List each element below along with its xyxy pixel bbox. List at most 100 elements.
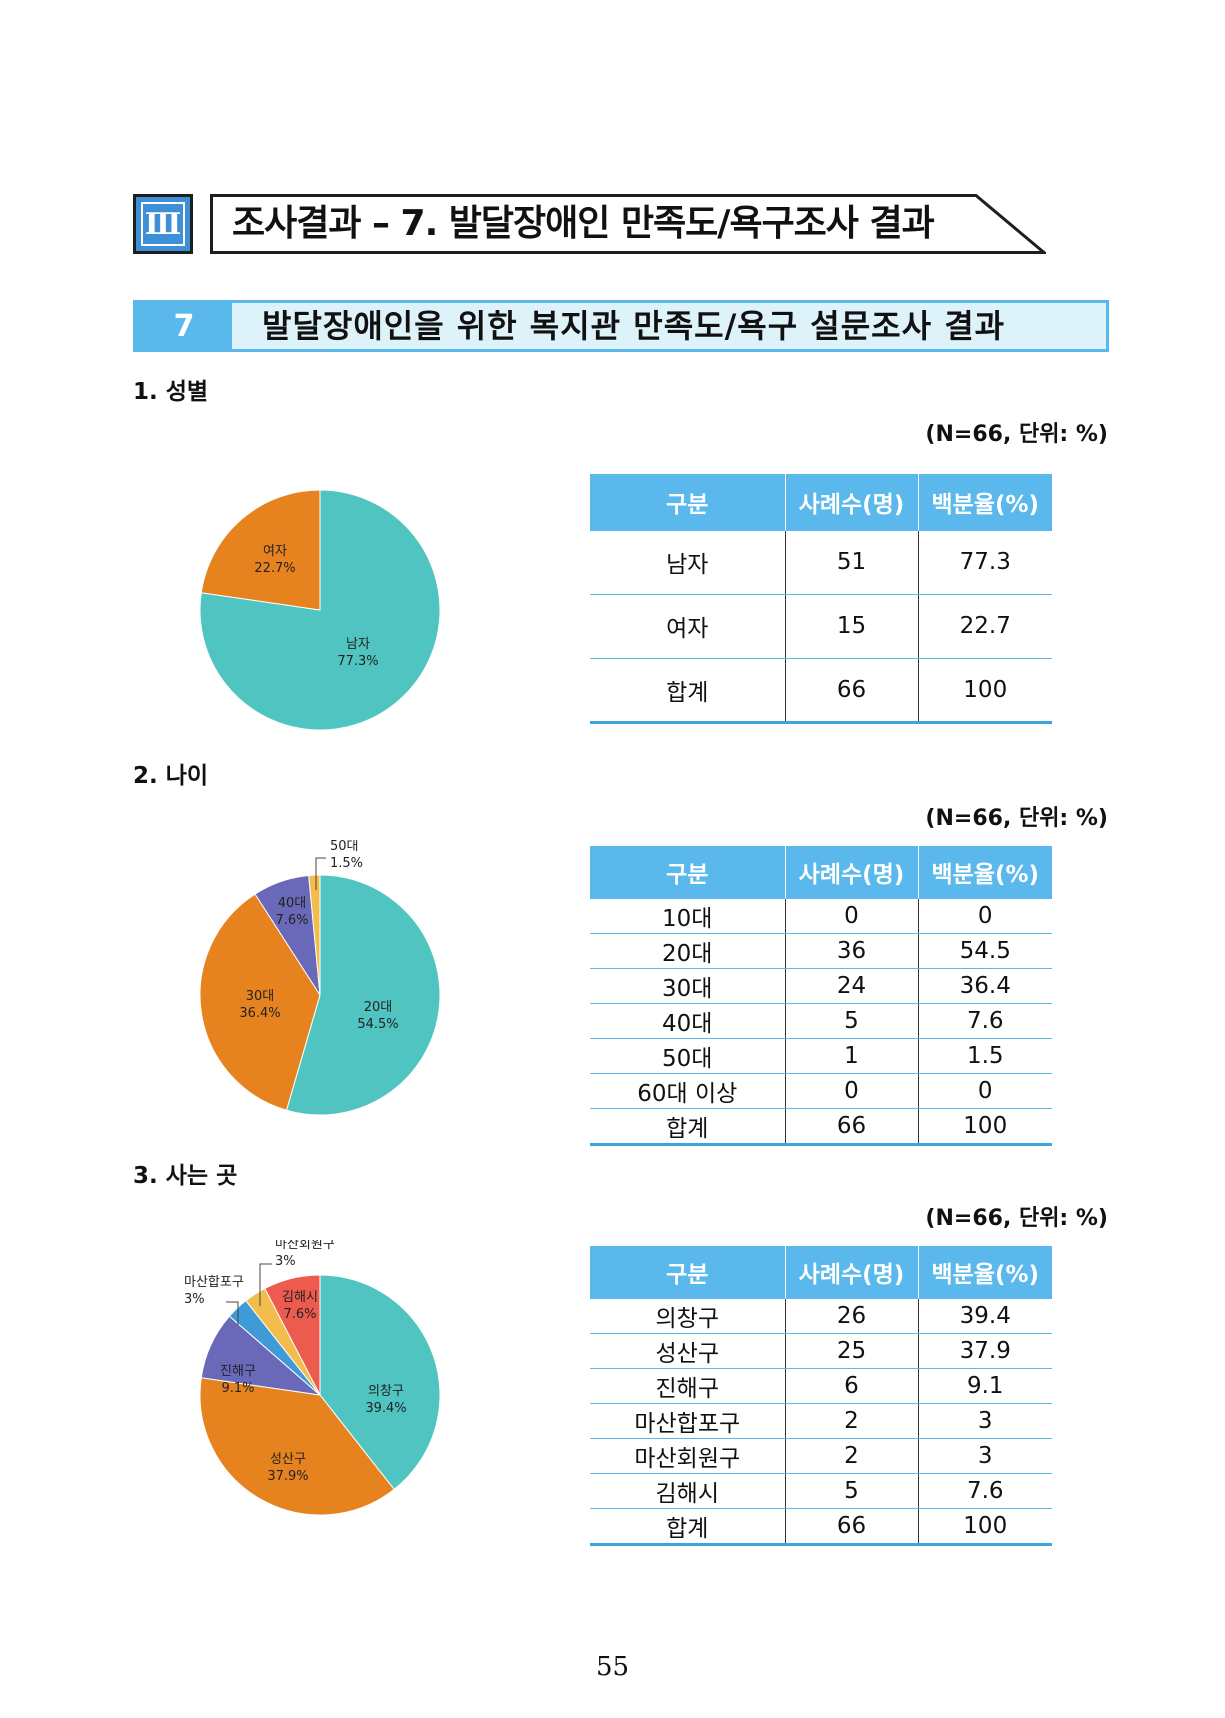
table-row: 10대 0 0 xyxy=(590,898,1052,934)
table-row: 여자 15 22.7 xyxy=(590,594,1052,659)
pie-category-label: 50대 xyxy=(330,840,359,854)
cell-label: 60대 이상 xyxy=(590,1073,785,1109)
cell-label: 김해시 xyxy=(590,1473,785,1509)
cell-count: 2 xyxy=(784,1438,918,1474)
pie-slice xyxy=(200,489,321,611)
callout-line xyxy=(259,1263,272,1306)
pie-slice xyxy=(199,1377,395,1516)
section-header-bar xyxy=(133,300,1109,352)
section-number: 7 xyxy=(136,303,232,349)
cell-label: 10대 xyxy=(590,898,785,934)
cell-count: 66 xyxy=(784,1108,918,1146)
section-title: 발달장애인을 위한 복지관 만족도/욕구 설문조사 결과 xyxy=(262,307,1006,345)
chapter-number-badge: Ⅲ xyxy=(133,194,193,254)
col-header-count: 사례수(명) xyxy=(784,1246,918,1298)
cell-percent: 7.6 xyxy=(917,1473,1052,1509)
callout-line xyxy=(315,857,326,890)
cell-count: 5 xyxy=(784,1003,918,1039)
pie-category-label: 여자 xyxy=(263,544,287,559)
table-row: 20대 36 54.5 xyxy=(590,933,1052,969)
pie-value-label: 9.1% xyxy=(221,1381,254,1396)
cell-label: 50대 xyxy=(590,1038,785,1074)
cell-label: 여자 xyxy=(590,594,785,659)
chapter-title-frame xyxy=(210,194,1046,254)
cell-label: 남자 xyxy=(590,530,785,595)
gender-table: 구분 사례수(명) 백분율(%) 남자 51 77.3 여자 15 22.7 합… xyxy=(590,474,1052,724)
pie-category-label: 40대 xyxy=(278,896,307,911)
residence-heading: 3. 사는 곳 xyxy=(133,1163,238,1189)
table-row: 40대 5 7.6 xyxy=(590,1003,1052,1039)
pie-slice xyxy=(308,874,321,996)
cell-label: 40대 xyxy=(590,1003,785,1039)
table-row: 남자 51 77.3 xyxy=(590,530,1052,595)
col-header-category: 구분 xyxy=(590,474,785,530)
pie-category-label: 마산합포구 xyxy=(184,1275,244,1290)
cell-label: 의창구 xyxy=(590,1298,785,1334)
residence-pie-chart: 의창구 39.4% 성산구 37.9% 진해구 9.1% 김해시 7.6% 마산합포구 3% 마산회… xyxy=(184,1240,441,1516)
table-row: 30대 24 36.4 xyxy=(590,968,1052,1004)
table-row: 성산구 25 37.9 xyxy=(590,1333,1052,1369)
cell-label: 마산회원구 xyxy=(590,1438,785,1474)
pie-value-label: 77.3% xyxy=(337,654,378,669)
chapter-title: 조사결과 – 7. 발달장애인 만족도/욕구조사 결과 xyxy=(232,203,935,244)
pie-category-label: 남자 xyxy=(346,637,370,652)
gender-unit-note: (N=66, 단위: %) xyxy=(925,422,1108,447)
table-row: 50대 1 1.5 xyxy=(590,1038,1052,1074)
cell-count: 36 xyxy=(784,933,918,969)
cell-percent: 37.9 xyxy=(917,1333,1052,1369)
cell-percent: 1.5 xyxy=(917,1038,1052,1074)
col-header-percent: 백분율(%) xyxy=(917,474,1052,530)
pie-category-label: 김해시 xyxy=(282,1290,318,1305)
col-header-category: 구분 xyxy=(590,846,785,898)
cell-label: 합계 xyxy=(590,1508,785,1546)
table-row-total: 합계 66 100 xyxy=(590,1508,1052,1546)
cell-label: 마산합포구 xyxy=(590,1403,785,1439)
cell-count: 1 xyxy=(784,1038,918,1074)
pie-value-label: 36.4% xyxy=(239,1006,280,1021)
cell-percent: 3 xyxy=(917,1403,1052,1439)
pie-category-label: 의창구 xyxy=(368,1384,404,1399)
cell-count: 25 xyxy=(784,1333,918,1369)
cell-count: 26 xyxy=(784,1298,918,1334)
table-row-total: 합계 66 100 xyxy=(590,1108,1052,1146)
residence-unit-note: (N=66, 단위: %) xyxy=(925,1206,1108,1231)
pie-category-label: 20대 xyxy=(364,1000,393,1015)
pie-value-label: 1.5% xyxy=(330,856,363,871)
cell-count: 15 xyxy=(784,594,918,659)
cell-label: 성산구 xyxy=(590,1333,785,1369)
residence-table: 구분 사례수(명) 백분율(%) 의창구 26 39.4 성산구 25 37.9 진해구… xyxy=(590,1246,1052,1546)
cell-percent: 36.4 xyxy=(917,968,1052,1004)
cell-percent: 100 xyxy=(917,1508,1052,1546)
pie-slice xyxy=(285,874,441,1116)
gender-pie-chart: 남자 77.3% 여자 22.7% xyxy=(199,489,441,731)
cell-percent: 9.1 xyxy=(917,1368,1052,1404)
table-row: 진해구 6 9.1 xyxy=(590,1368,1052,1404)
age-unit-note: (N=66, 단위: %) xyxy=(925,806,1108,831)
pie-slice xyxy=(199,489,441,731)
pie-value-label: 7.6% xyxy=(275,913,308,928)
pie-value-label: 7.6% xyxy=(283,1307,316,1322)
cell-percent: 77.3 xyxy=(917,530,1052,595)
cell-label: 30대 xyxy=(590,968,785,1004)
pie-value-label: 3% xyxy=(184,1292,205,1307)
cell-percent: 0 xyxy=(917,898,1052,934)
pie-category-label: 30대 xyxy=(246,989,275,1004)
cell-label: 합계 xyxy=(590,658,785,724)
cell-label: 20대 xyxy=(590,933,785,969)
pie-slice xyxy=(199,893,321,1111)
cell-label: 합계 xyxy=(590,1108,785,1146)
cell-percent: 100 xyxy=(917,1108,1052,1146)
pie-value-label: 22.7% xyxy=(254,561,295,576)
age-table: 구분 사례수(명) 백분율(%) 10대 0 0 20대 36 54.5 30대 24 36… xyxy=(590,846,1052,1146)
cell-percent: 100 xyxy=(917,658,1052,724)
pie-value-label: 37.9% xyxy=(267,1469,308,1484)
col-header-count: 사례수(명) xyxy=(784,474,918,530)
cell-percent: 22.7 xyxy=(917,594,1052,659)
col-header-percent: 백분율(%) xyxy=(917,1246,1052,1298)
table-row: 마산회원구 2 3 xyxy=(590,1438,1052,1474)
cell-count: 66 xyxy=(784,1508,918,1546)
cell-count: 0 xyxy=(784,1073,918,1109)
callout-line xyxy=(226,1301,239,1325)
pie-value-label: 54.5% xyxy=(357,1017,398,1032)
cell-percent: 0 xyxy=(917,1073,1052,1109)
